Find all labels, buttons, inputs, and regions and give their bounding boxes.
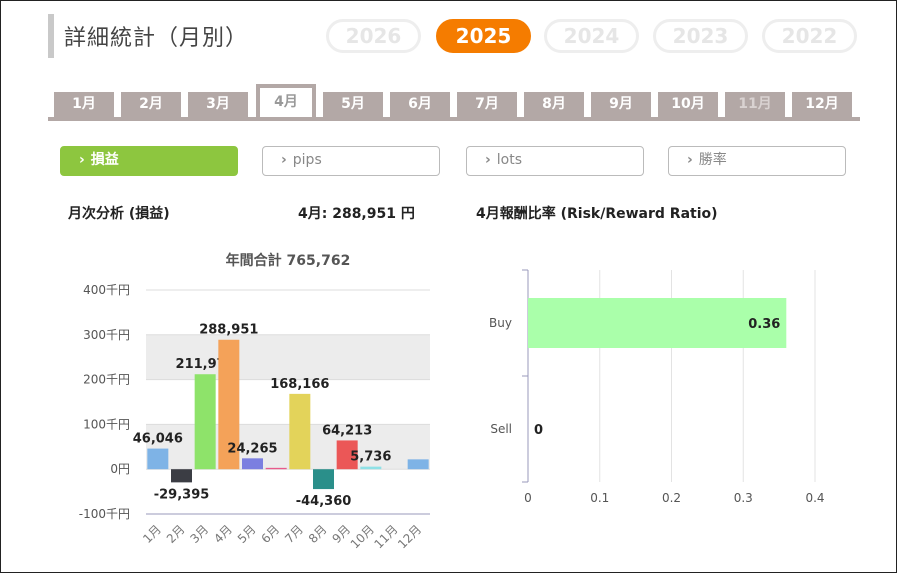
bar-Buy[interactable] <box>528 298 787 348</box>
metric-button-1[interactable]: › pips <box>262 146 440 176</box>
data-label: 288,951 <box>199 323 258 338</box>
y-tick-label: -100千円 <box>79 507 130 521</box>
x-tick-label: 12月 <box>395 522 424 551</box>
bar-6月[interactable] <box>265 467 287 470</box>
data-label: 168,166 <box>270 377 329 392</box>
tab-month-12[interactable]: 12月 <box>792 92 852 117</box>
x-tick-label: 7月 <box>282 522 306 546</box>
year-2024[interactable]: 2024 <box>544 19 639 53</box>
x-tick-label: 10月 <box>348 522 377 551</box>
data-label: -29,395 <box>154 487 210 502</box>
metric-label: 勝率 <box>698 152 727 168</box>
x-tick-label: 6月 <box>259 522 283 546</box>
x-tick-label: 8月 <box>306 522 330 546</box>
data-label: 5,736 <box>350 450 391 465</box>
x-tick-label: 3月 <box>188 522 212 546</box>
x-tick-label: 4月 <box>211 522 235 546</box>
bar-10月[interactable] <box>360 466 382 470</box>
risk-reward-chart: 0 0.1 0.2 0.3 0.4 Buy 0.36 Sell 0 <box>489 269 825 505</box>
year-2023[interactable]: 2023 <box>653 19 748 53</box>
bar-8月[interactable] <box>313 469 334 490</box>
metric-label: lots <box>496 152 523 168</box>
tab-month-4[interactable]: 4月 <box>256 84 316 117</box>
tab-month-5[interactable]: 5月 <box>323 92 383 117</box>
bar-2月[interactable] <box>171 469 192 483</box>
bar-9月[interactable] <box>336 440 358 470</box>
metric-button-3[interactable]: › 勝率 <box>668 146 846 176</box>
grid-band <box>146 424 430 470</box>
tab-month-6[interactable]: 6月 <box>390 92 450 117</box>
x-tick-label: 0.1 <box>590 491 609 505</box>
y-tick-label: 0円 <box>110 462 130 476</box>
tab-month-7[interactable]: 7月 <box>457 92 517 117</box>
monthly-pl-chart: 年間合計 765,762 -100千円 0円 100千円 200千円 300千円 400千円… <box>79 252 430 551</box>
chevron-right-icon: › <box>687 152 693 168</box>
chevron-right-icon: › <box>485 152 491 168</box>
monthly-analysis-label: 月次分析 (損益) <box>68 206 170 222</box>
x-tick-label: 0.3 <box>734 491 753 505</box>
year-2022[interactable]: 2022 <box>762 19 857 53</box>
x-tick-label: 0.4 <box>805 491 824 505</box>
grid-band <box>146 469 430 514</box>
x-tick-label: 11月 <box>371 522 400 551</box>
month-tabs-underline <box>48 117 860 121</box>
y-tick-label: 300千円 <box>83 328 130 342</box>
x-tick-label: 5月 <box>235 522 259 546</box>
page-title: 詳細統計（月別） <box>64 26 249 51</box>
y-tick-label: 100千円 <box>83 417 130 431</box>
year-2025[interactable]: 2025 <box>436 19 531 53</box>
tab-month-9[interactable]: 9月 <box>591 92 651 117</box>
metric-label: pips <box>292 152 322 168</box>
data-label: 0 <box>534 423 543 438</box>
data-label: 46,046 <box>133 432 183 447</box>
risk-reward-label: 4月報酬比率 (Risk/Reward Ratio) <box>476 206 718 222</box>
grid-band <box>146 334 430 380</box>
data-label: 64,213 <box>322 423 372 438</box>
bar-3月[interactable] <box>194 374 216 470</box>
chart-title: 年間合計 765,762 <box>226 252 351 269</box>
tab-month-10[interactable]: 10月 <box>658 92 718 117</box>
chevron-right-icon: › <box>281 152 287 168</box>
y-tick-label: Sell <box>490 422 512 436</box>
tab-month-8[interactable]: 8月 <box>524 92 584 117</box>
grid-band <box>146 290 430 335</box>
tab-month-11[interactable]: 11月 <box>725 92 785 117</box>
bar-5月[interactable] <box>242 458 263 470</box>
tab-month-1[interactable]: 1月 <box>54 92 114 117</box>
metric-button-0[interactable]: › 損益 <box>60 146 238 176</box>
y-tick-label: 200千円 <box>83 373 130 387</box>
grid-band <box>146 379 430 425</box>
y-tick-label: Buy <box>489 316 512 330</box>
tab-month-2[interactable]: 2月 <box>121 92 181 117</box>
tab-month-3[interactable]: 3月 <box>188 92 248 117</box>
bar-7月[interactable] <box>289 393 311 470</box>
year-2026[interactable]: 2026 <box>326 19 421 53</box>
data-label: 24,265 <box>227 441 277 456</box>
month-tabs: 1月 2月 3月 4月 5月 6月 7月 8月 9月 10月 11月 12月 <box>48 84 860 121</box>
bar-12月[interactable] <box>407 459 429 470</box>
month-total-value: 4月: 288,951 円 <box>298 206 415 222</box>
x-tick-label: 0.2 <box>662 491 681 505</box>
metric-button-2[interactable]: › lots <box>466 146 644 176</box>
x-tick-label: 0 <box>524 491 532 505</box>
title-accent-bar <box>48 14 54 58</box>
metric-label: 損益 <box>90 152 119 168</box>
x-tick-label: 1月 <box>140 522 164 546</box>
y-tick-label: 400千円 <box>83 283 130 297</box>
bar-4月[interactable] <box>218 339 240 470</box>
x-tick-label: 2月 <box>164 522 188 546</box>
data-label: -44,360 <box>296 494 352 509</box>
chevron-right-icon: › <box>79 152 85 168</box>
data-label: 0.36 <box>748 317 780 332</box>
bar-1月[interactable] <box>147 448 169 470</box>
